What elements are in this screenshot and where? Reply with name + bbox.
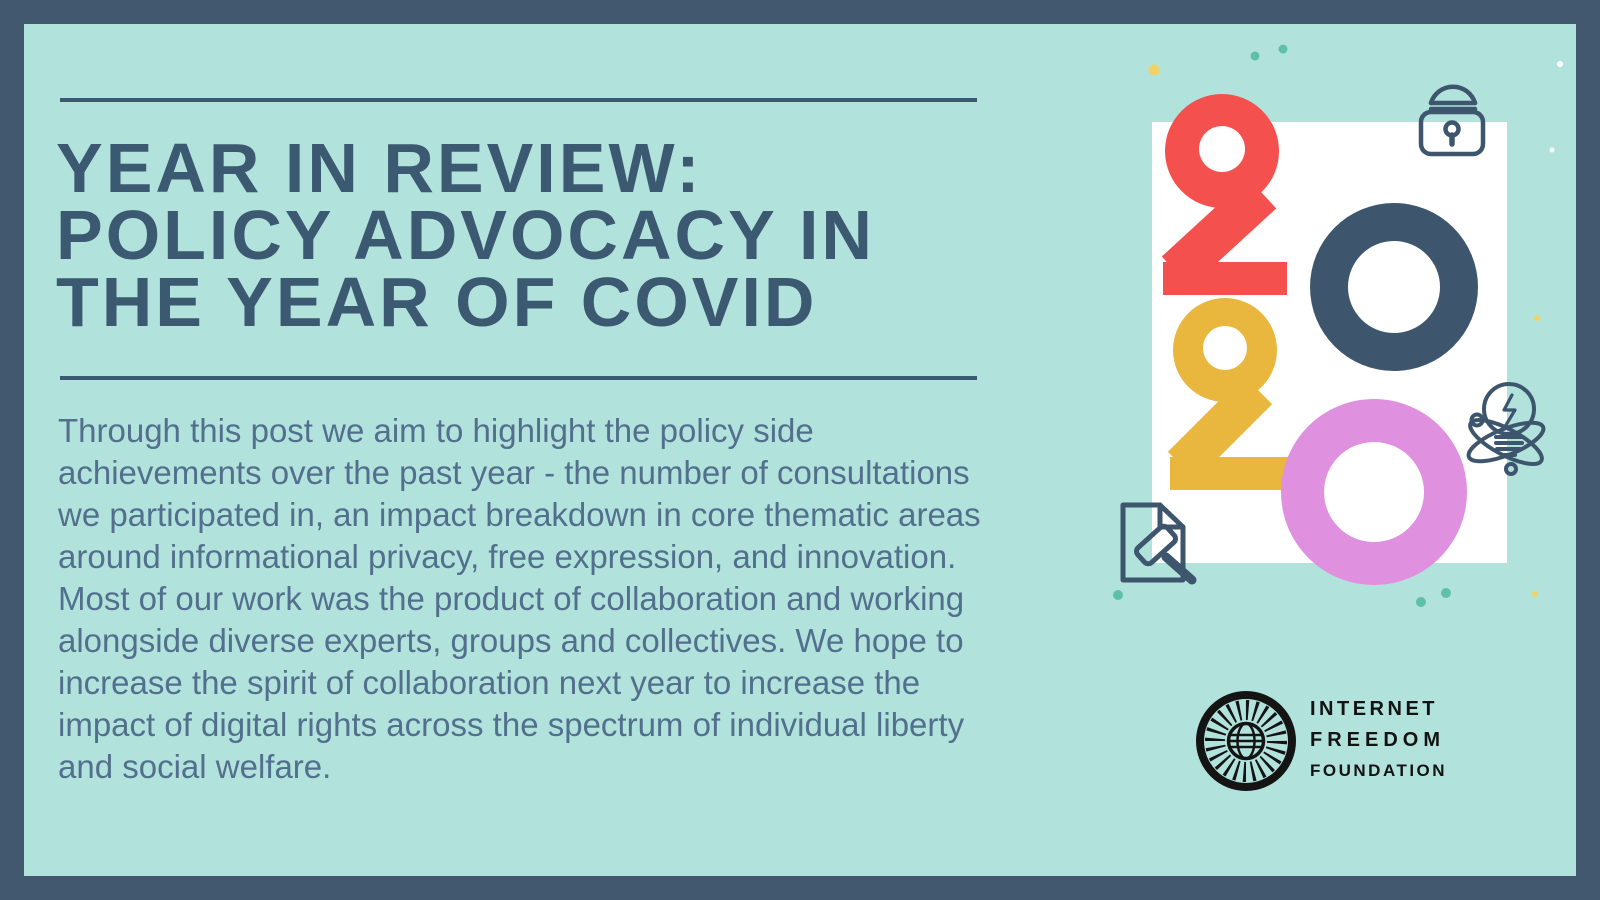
digit-0-pink xyxy=(1281,399,1467,585)
body-line: Most of our work was the product of coll… xyxy=(58,580,965,617)
title-line-3: THE YEAR OF COVID xyxy=(56,263,818,341)
padlock-icon xyxy=(1418,84,1486,157)
page-title: YEAR IN REVIEW: POLICY ADVOCACY IN THE Y… xyxy=(56,129,875,341)
lightbulb-icon xyxy=(1466,382,1546,476)
top-divider-line xyxy=(60,98,977,102)
logo-org-name-internet: INTERNET xyxy=(1310,698,1438,720)
body-line: impact of digital rights across the spec… xyxy=(58,706,965,743)
title-line-1: YEAR IN REVIEW: xyxy=(56,129,703,207)
bottom-divider-line xyxy=(60,376,977,380)
intro-paragraph: Through this post we aim to highlight th… xyxy=(58,410,981,788)
title-line-2: POLICY ADVOCACY IN xyxy=(56,196,875,274)
body-line: increase the spirit of collaboration nex… xyxy=(58,664,921,701)
body-line: and social welfare. xyxy=(58,748,332,785)
logo-org-name-freedom: FREEDOM xyxy=(1310,729,1445,751)
logo-org-name-foundation: FOUNDATION xyxy=(1310,761,1448,780)
body-line: Through this post we aim to highlight th… xyxy=(58,412,814,449)
body-line: achievements over the past year - the nu… xyxy=(58,454,970,491)
year-2020-graphic xyxy=(1113,44,1563,607)
wheel-spokes xyxy=(1205,700,1287,782)
document-gavel-icon xyxy=(1120,502,1197,585)
body-line: we participated in, an impact breakdown … xyxy=(58,496,981,533)
body-line: alongside diverse experts, groups and co… xyxy=(58,622,964,659)
digit-2-red xyxy=(1161,94,1287,295)
digit-0-navy xyxy=(1310,203,1478,371)
digit-2-yellow xyxy=(1167,298,1290,490)
decorative-dots xyxy=(1113,44,1563,607)
iff-logo-wheel xyxy=(1196,691,1296,791)
body-line: around informational privacy, free expre… xyxy=(58,538,957,575)
